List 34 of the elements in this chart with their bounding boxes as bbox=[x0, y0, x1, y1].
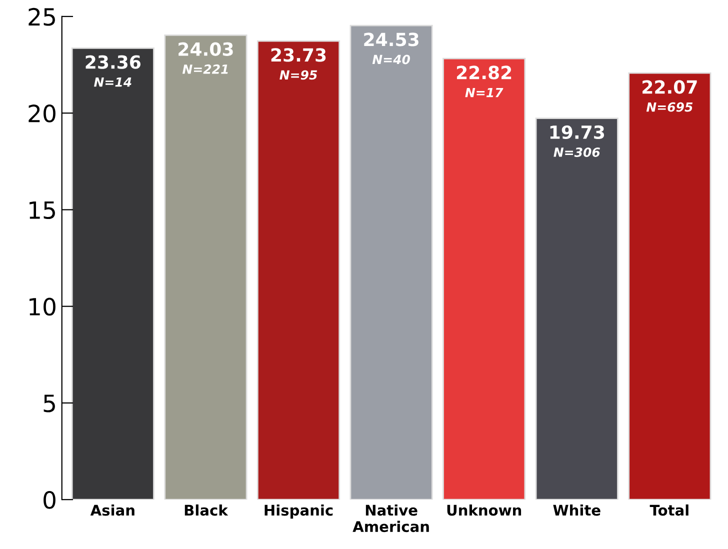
annotation: N=95 bbox=[280, 70, 318, 80]
bar bbox=[350, 24, 433, 500]
x-tick-label: Total bbox=[650, 504, 688, 516]
bar bbox=[164, 34, 248, 500]
annotation: N=17 bbox=[465, 88, 504, 98]
y-tick-label: 20 bbox=[28, 104, 56, 122]
x-tick-label: White bbox=[553, 504, 600, 516]
bar bbox=[256, 40, 340, 500]
data-label: 22.07 bbox=[642, 80, 697, 94]
y-tick-label: 15 bbox=[30, 201, 55, 220]
x-tick-label: Black bbox=[184, 504, 228, 516]
bar bbox=[535, 118, 618, 500]
x-tick-label: Unknown bbox=[447, 504, 522, 516]
y-tick-label: 25 bbox=[28, 8, 55, 26]
x-tick-label: Native American bbox=[352, 504, 429, 532]
y-tick-label: 0 bbox=[44, 491, 56, 509]
bar bbox=[442, 58, 526, 500]
annotation: N=14 bbox=[94, 78, 132, 87]
annotation: N=306 bbox=[554, 148, 600, 157]
data-label: 23.73 bbox=[271, 48, 326, 62]
annotation: N=695 bbox=[646, 102, 693, 112]
data-label: 24.53 bbox=[364, 32, 418, 46]
data-label: 22.82 bbox=[456, 66, 512, 80]
bar bbox=[71, 47, 154, 500]
annotation: N=40 bbox=[372, 54, 410, 64]
data-label: 19.73 bbox=[550, 125, 604, 140]
bar bbox=[628, 72, 712, 500]
data-label: 24.03 bbox=[178, 42, 233, 56]
y-tick-label: 10 bbox=[30, 298, 56, 316]
y-tick-label: 5 bbox=[44, 394, 55, 412]
x-tick-label: Hispanic bbox=[264, 504, 333, 519]
annotation: N=221 bbox=[182, 64, 228, 74]
x-tick-label: Asian bbox=[90, 504, 134, 516]
data-label: 23.36 bbox=[86, 55, 141, 69]
